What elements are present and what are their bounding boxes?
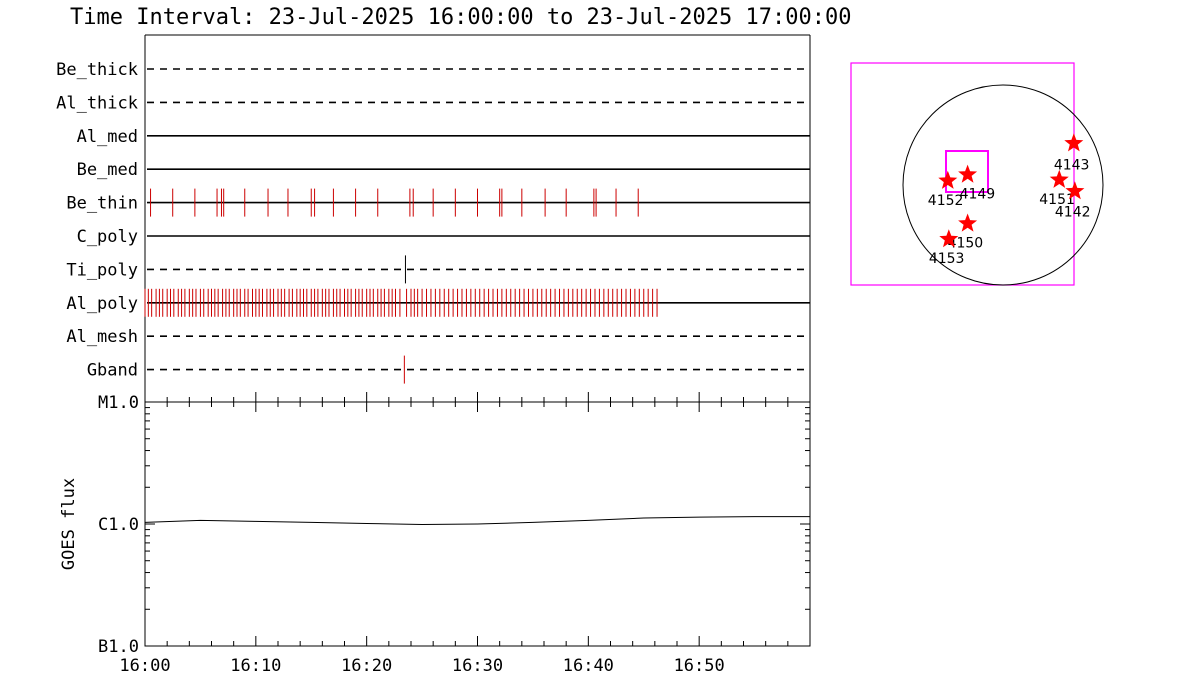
active-region-label: 4149	[960, 187, 996, 203]
x-tick-label: 16:00	[119, 656, 170, 676]
row-label-be_thick: Be_thick	[56, 60, 138, 80]
row-label-al_med: Al_med	[77, 127, 138, 147]
active-region-star-icon	[958, 164, 978, 183]
active-region-label: 4152	[928, 193, 964, 209]
active-region-label: 4151	[1039, 192, 1075, 208]
x-tick-label: 16:20	[341, 656, 392, 676]
row-label-al_poly: Al_poly	[66, 294, 138, 314]
row-label-al_mesh: Al_mesh	[66, 327, 138, 347]
active-region-star-icon	[938, 170, 958, 189]
solar-limb	[902, 84, 1104, 286]
row-label-be_med: Be_med	[77, 160, 138, 180]
y-tick-label: M1.0	[98, 393, 139, 413]
active-region-star-icon	[1064, 133, 1084, 152]
row-label-ti_poly: Ti_poly	[66, 260, 138, 280]
y-tick-label: B1.0	[98, 637, 139, 657]
row-label-al_thick: Al_thick	[56, 93, 138, 113]
active-region-star-icon	[1065, 181, 1085, 200]
active-region-label: 4143	[1054, 157, 1090, 173]
goes-flux-plot: B1.0 C1.0 M1.0 16:00 16:10 16:20 16:30 16:40 16:…	[59, 392, 811, 676]
goes-flux-line	[144, 516, 810, 526]
active-region-label: 4150	[948, 236, 984, 252]
active-region-star-icon	[939, 229, 959, 248]
field-of-view-box	[850, 62, 1075, 286]
row-label-be_thin: Be_thin	[66, 194, 138, 214]
active-region-star-icon	[1049, 169, 1069, 188]
y-tick-label: C1.0	[98, 515, 139, 535]
active-region-label: 4153	[929, 251, 965, 267]
active-region-star-icon	[958, 213, 978, 232]
y-axis-label: GOES flux	[59, 478, 79, 570]
x-tick-label: 16:40	[563, 656, 614, 676]
active-region-label: 4142	[1055, 204, 1091, 220]
x-tick-label: 16:10	[230, 656, 281, 676]
x-tick-label: 16:50	[674, 656, 725, 676]
plot-title: Time Interval: 23-Jul-2025 16:00:00 to 2…	[70, 5, 851, 30]
pointing-box	[945, 150, 989, 193]
row-label-gband: Gband	[87, 361, 138, 381]
row-label-c_poly: C_poly	[77, 227, 138, 247]
filter-event-timeline: Be_thick Al_thick Al_med Be_med Be_thin C_pol…	[56, 34, 811, 402]
x-tick-label: 16:30	[452, 656, 503, 676]
